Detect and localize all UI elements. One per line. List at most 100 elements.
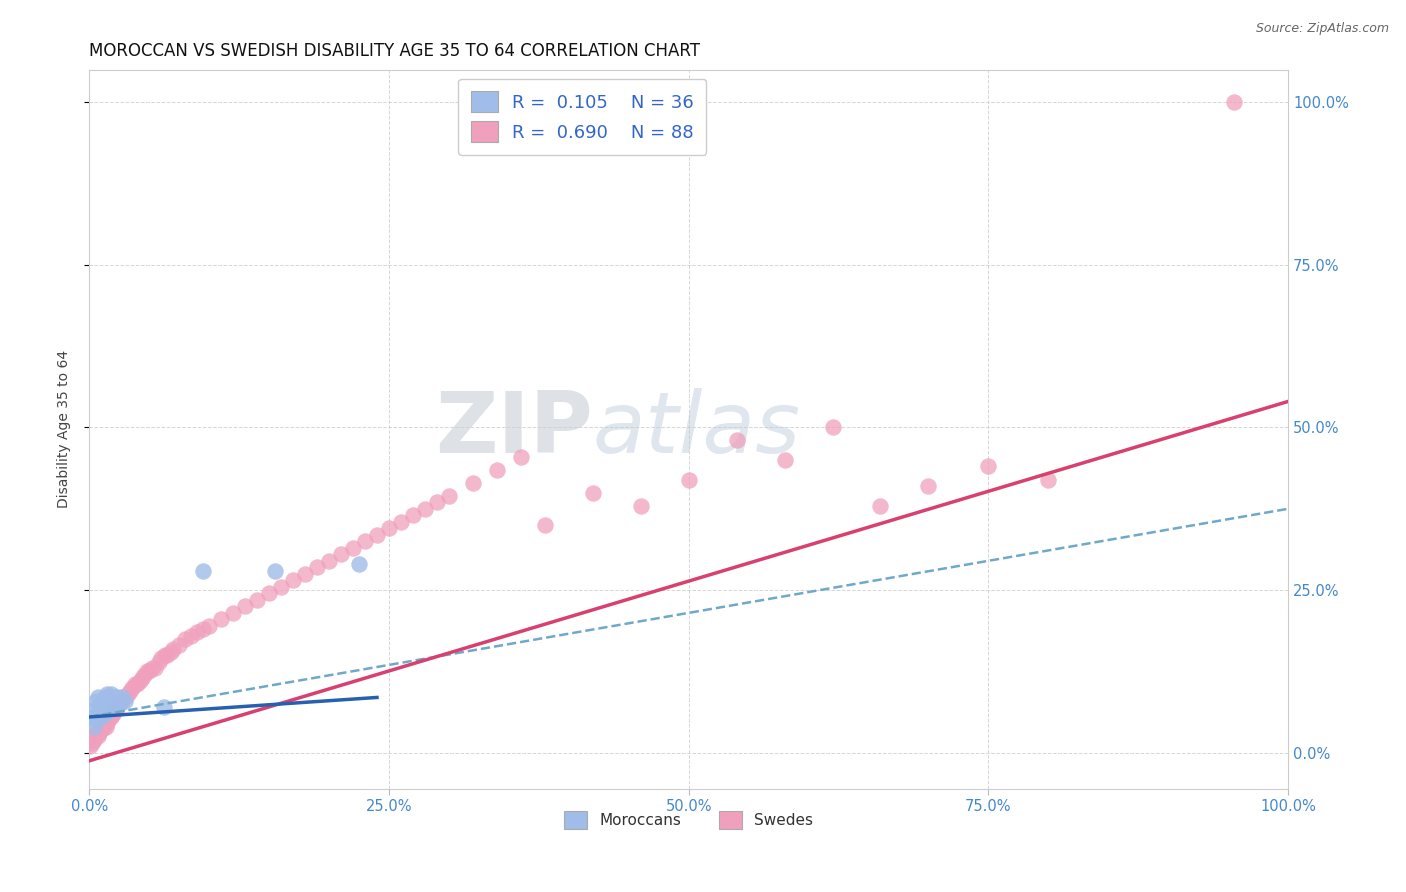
Point (98, 694, 121, 708)
Point (461, 475, 484, 490)
Text: MOROCCAN VS SWEDISH DISABILITY AGE 35 TO 64 CORRELATION CHART: MOROCCAN VS SWEDISH DISABILITY AGE 35 TO… (89, 42, 700, 60)
Point (114, 690, 136, 705)
Point (485, 463, 508, 477)
Point (270, 580, 292, 594)
Point (354, 534, 377, 549)
Point (330, 547, 353, 561)
Point (110, 694, 132, 708)
Point (389, 515, 412, 529)
Point (86, 710, 108, 724)
Point (87, 726, 110, 740)
Point (117, 687, 139, 701)
Point (105, 700, 128, 714)
Point (162, 641, 184, 656)
Point (153, 648, 176, 662)
Point (103, 706, 125, 721)
Point (91, 700, 114, 714)
Point (222, 606, 245, 620)
Point (94, 716, 117, 731)
Point (107, 694, 129, 708)
Point (167, 639, 190, 653)
Point (90, 710, 112, 724)
Point (89, 703, 111, 717)
Point (318, 554, 340, 568)
Point (678, 473, 700, 487)
Point (86, 730, 108, 744)
Point (180, 629, 202, 643)
Point (90, 723, 112, 737)
Point (294, 566, 316, 581)
Point (96, 694, 118, 708)
Point (89, 723, 111, 737)
Point (209, 612, 232, 626)
Point (124, 677, 146, 691)
Point (533, 518, 555, 533)
Y-axis label: Disability Age 35 to 64: Disability Age 35 to 64 (58, 350, 72, 508)
Point (1038, 473, 1060, 487)
Point (83, 732, 105, 747)
Point (84, 713, 107, 727)
Point (108, 697, 131, 711)
Point (127, 677, 149, 691)
Point (118, 684, 141, 698)
Point (93, 720, 115, 734)
Point (233, 599, 256, 614)
Point (97, 690, 120, 705)
Point (104, 694, 127, 708)
Point (94, 690, 117, 705)
Point (110, 694, 132, 708)
Point (108, 697, 131, 711)
Point (582, 485, 605, 500)
Point (141, 661, 163, 675)
Point (509, 450, 531, 464)
Point (246, 592, 269, 607)
Point (725, 434, 748, 448)
Point (131, 671, 153, 685)
Point (83, 720, 105, 734)
Point (191, 564, 214, 578)
Point (198, 619, 221, 633)
Point (437, 489, 460, 503)
Point (86, 726, 108, 740)
Point (114, 694, 136, 708)
Point (94, 720, 117, 734)
Point (104, 703, 127, 717)
Point (148, 655, 170, 669)
Point (101, 697, 124, 711)
Point (91, 720, 114, 734)
Point (378, 521, 401, 535)
Point (87, 700, 110, 714)
Point (281, 574, 304, 588)
Point (156, 648, 179, 662)
Point (105, 690, 128, 705)
Point (82, 732, 104, 747)
Point (86, 694, 108, 708)
Point (342, 541, 364, 555)
Point (80, 710, 103, 724)
Point (150, 651, 173, 665)
Point (94, 706, 117, 721)
Point (977, 459, 1000, 474)
Point (186, 625, 208, 640)
Text: Source: ZipAtlas.com: Source: ZipAtlas.com (1256, 22, 1389, 36)
Point (134, 667, 156, 681)
Point (917, 479, 939, 493)
Point (80, 736, 103, 750)
Point (94, 697, 117, 711)
Point (174, 632, 197, 646)
Point (79, 739, 101, 754)
Point (84, 730, 107, 744)
Point (103, 703, 125, 717)
Point (305, 560, 328, 574)
Point (98, 710, 121, 724)
Point (366, 528, 388, 542)
Point (135, 665, 157, 679)
Point (100, 710, 122, 724)
Text: atlas: atlas (593, 388, 801, 471)
Point (1223, 95, 1246, 110)
Point (152, 700, 174, 714)
Point (110, 690, 132, 705)
Point (630, 499, 652, 513)
Point (100, 700, 122, 714)
Point (82, 703, 104, 717)
